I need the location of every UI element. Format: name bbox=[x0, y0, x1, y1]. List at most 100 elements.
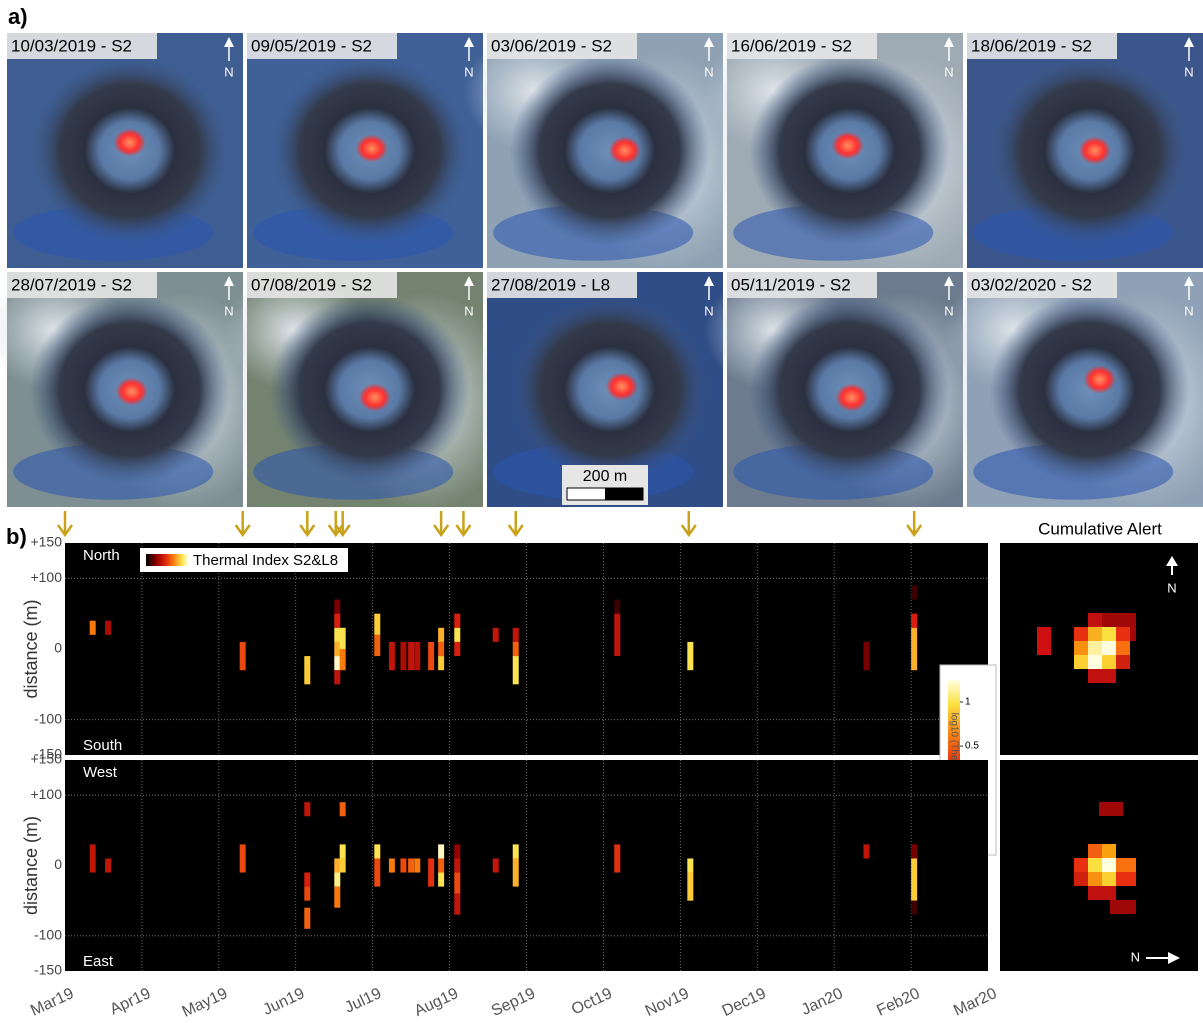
heat-cell bbox=[340, 858, 346, 872]
heat-cell bbox=[240, 844, 246, 872]
heat-cell bbox=[340, 802, 346, 816]
x-tick-label: Jul19 bbox=[342, 985, 384, 1017]
heat-cell bbox=[454, 642, 460, 656]
heat-cell bbox=[400, 858, 406, 872]
heat-cell bbox=[428, 858, 434, 886]
heat-cell bbox=[105, 621, 111, 635]
heat-cell bbox=[334, 887, 340, 908]
colorbar-tick-label: 0.5 bbox=[965, 741, 979, 752]
heat-cell bbox=[911, 585, 917, 599]
x-tick-label: Apr19 bbox=[108, 985, 154, 1019]
direction-label: North bbox=[83, 547, 120, 564]
image-caption: 03/02/2020 - S2 bbox=[971, 275, 1092, 294]
hotspot bbox=[606, 373, 638, 401]
legend-swatch bbox=[146, 554, 188, 566]
heat-cell bbox=[340, 649, 346, 670]
heat-cell bbox=[438, 873, 444, 887]
heat-cell bbox=[334, 614, 340, 628]
heat-cell bbox=[454, 858, 460, 872]
x-tick-label: Dec19 bbox=[720, 985, 769, 1020]
x-tick-label: Jun19 bbox=[261, 985, 308, 1019]
north-label: N bbox=[224, 64, 233, 79]
heat-cell bbox=[438, 844, 444, 858]
heat-cell bbox=[90, 844, 96, 872]
heat-cell bbox=[614, 844, 620, 872]
y-tick-label: -150 bbox=[34, 962, 62, 978]
satellite-image: 10/03/2019 - S2 N bbox=[7, 33, 243, 268]
heat-cell bbox=[438, 656, 444, 670]
figure: a) 10/03/2019 - S2N09/05/2019 - S2N03/06… bbox=[0, 0, 1203, 1023]
direction-label: South bbox=[83, 737, 122, 754]
alert-arrow bbox=[58, 511, 72, 535]
satellite-image: 27/08/2019 - L8N200 m bbox=[487, 272, 723, 507]
heat-cell bbox=[304, 656, 310, 684]
heat-cell bbox=[438, 858, 444, 872]
heat-cell bbox=[334, 670, 340, 684]
panel-label: b) bbox=[6, 524, 27, 549]
heat-cell bbox=[408, 642, 414, 670]
legend-label: Thermal Index S2&L8 bbox=[193, 552, 338, 569]
direction-label: East bbox=[83, 953, 114, 970]
y-tick-label: +100 bbox=[30, 569, 62, 585]
heat-cell bbox=[304, 887, 310, 901]
heat-cell bbox=[911, 614, 917, 628]
heat-cell bbox=[304, 873, 310, 887]
y-axis-label: distance (m) bbox=[21, 599, 41, 698]
image-caption: 07/08/2019 - S2 bbox=[251, 275, 372, 294]
north-label: N bbox=[464, 303, 473, 318]
x-tick-label: Mar20 bbox=[951, 985, 999, 1020]
alert-arrow bbox=[236, 511, 250, 535]
heat-cell bbox=[334, 858, 340, 872]
heat-cell bbox=[389, 858, 395, 872]
y-tick-label: -100 bbox=[34, 927, 62, 943]
hotspot bbox=[832, 132, 864, 160]
heat-cell bbox=[614, 614, 620, 656]
hotspot bbox=[1079, 137, 1111, 165]
hotspot bbox=[359, 384, 391, 412]
heat-cell bbox=[863, 642, 869, 670]
heat-cell bbox=[513, 628, 519, 642]
hotspot bbox=[836, 384, 868, 412]
image-caption: 16/06/2019 - S2 bbox=[731, 36, 852, 55]
scale-bar bbox=[605, 488, 643, 500]
heat-cell bbox=[374, 614, 380, 635]
alert-arrow bbox=[907, 511, 921, 535]
north-label: N bbox=[1184, 303, 1193, 318]
heat-cell bbox=[454, 894, 460, 915]
image-caption: 18/06/2019 - S2 bbox=[971, 36, 1092, 55]
satellite-image: 07/08/2019 - S2 N bbox=[224, 271, 514, 512]
heat-cell bbox=[493, 628, 499, 642]
north-label: N bbox=[1167, 580, 1176, 595]
satellite-image: 16/06/2019 - S2 N bbox=[704, 32, 994, 273]
heat-cell bbox=[911, 844, 917, 858]
satellite-image: 09/05/2019 - S2N bbox=[247, 33, 483, 268]
alert-arrow bbox=[456, 511, 470, 535]
y-tick-label: 0 bbox=[54, 856, 62, 872]
heat-cell bbox=[454, 873, 460, 894]
heat-cell bbox=[863, 844, 869, 858]
y-tick-label: +100 bbox=[30, 786, 62, 802]
heat-cell bbox=[304, 908, 310, 929]
image-caption: 10/03/2019 - S2 bbox=[11, 36, 132, 55]
heat-cell bbox=[454, 844, 460, 858]
panel-label: a) bbox=[8, 4, 28, 29]
x-tick-label: Sep19 bbox=[489, 985, 538, 1020]
heat-cell bbox=[374, 858, 380, 886]
heat-cell bbox=[513, 844, 519, 858]
x-tick-label: Feb20 bbox=[874, 985, 922, 1020]
image-caption: 09/05/2019 - S2 bbox=[251, 36, 372, 55]
direction-label: West bbox=[83, 764, 118, 781]
heat-cell bbox=[454, 628, 460, 642]
heat-cell bbox=[414, 642, 420, 670]
image-caption: 28/07/2019 - S2 bbox=[11, 275, 132, 294]
x-tick-label: Jan20 bbox=[799, 985, 846, 1019]
north-label: N bbox=[1184, 64, 1193, 79]
y-axis-label: distance (m) bbox=[21, 816, 41, 915]
hotspot bbox=[1084, 366, 1116, 394]
heat-cell bbox=[340, 628, 346, 649]
heat-cell bbox=[428, 642, 434, 670]
image-caption: 05/11/2019 - S2 bbox=[731, 275, 851, 294]
heat-cell bbox=[408, 858, 414, 872]
north-label: N bbox=[944, 64, 953, 79]
alert-arrow bbox=[509, 511, 523, 535]
